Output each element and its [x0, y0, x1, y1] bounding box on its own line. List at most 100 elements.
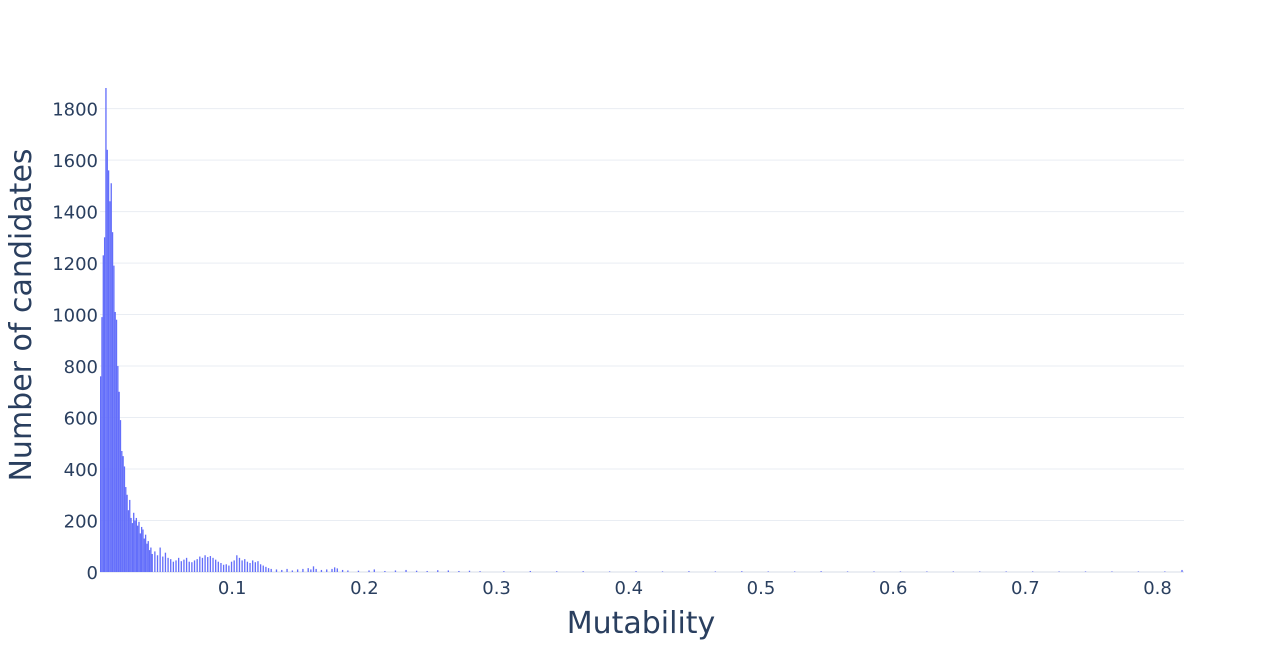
histogram-bar [196, 559, 198, 572]
x-tick-labels: 0.1 0.2 0.3 0.4 0.5 0.6 0.7 0.8 [218, 578, 1172, 599]
histogram-bar [714, 571, 717, 572]
histogram-bar [147, 541, 149, 572]
histogram-bar [137, 525, 139, 572]
histogram-bar [138, 521, 140, 572]
histogram-bar [333, 567, 336, 572]
histogram-bar [225, 564, 227, 572]
histogram-bar [140, 526, 143, 572]
x-tick-label: 0.5 [747, 578, 776, 599]
histogram-bar [1005, 571, 1007, 572]
histogram-bar [458, 570, 460, 572]
histogram-bar [199, 556, 201, 572]
histogram-bar [252, 560, 254, 572]
y-gridlines [100, 108, 1184, 573]
histogram-bar [262, 565, 264, 572]
histogram-bar [275, 569, 278, 572]
histogram-bar [148, 550, 151, 572]
histogram-bar [357, 570, 360, 572]
histogram-bar [130, 517, 132, 572]
histogram-bar [415, 570, 418, 572]
histogram-bar [126, 494, 128, 572]
histogram-bar [267, 568, 270, 572]
x-axis-title: Mutability [567, 606, 716, 641]
histogram-bar [257, 561, 259, 572]
histogram-bar [899, 571, 902, 572]
histogram-bars [100, 88, 1183, 573]
histogram-bar [281, 569, 283, 572]
histogram-bar [254, 562, 256, 572]
histogram-bar [175, 560, 177, 572]
histogram-bar [468, 570, 471, 572]
histogram-bar [217, 561, 219, 572]
histogram-bar [193, 560, 196, 572]
histogram-bar [180, 561, 182, 572]
histogram-bar [286, 568, 288, 572]
histogram-bar [154, 551, 156, 572]
histogram-bar [794, 571, 796, 572]
histogram-bar [133, 512, 135, 572]
histogram-bar [142, 529, 144, 572]
y-axis-title: Number of candidates [4, 148, 39, 481]
histogram-bar [437, 570, 439, 572]
y-tick-label: 200 [64, 512, 98, 533]
histogram-bar [183, 559, 185, 572]
histogram-bar [170, 559, 172, 572]
x-tick-label: 0.7 [1011, 578, 1040, 599]
histogram-bar [111, 232, 114, 572]
y-tick-label: 1400 [52, 203, 98, 224]
histogram-bar [661, 571, 664, 572]
histogram-bar [608, 571, 611, 572]
histogram-bar [150, 547, 152, 572]
y-tick-label: 1800 [52, 100, 98, 121]
histogram-bar [368, 570, 370, 572]
histogram-bar [846, 571, 849, 572]
histogram-bar [114, 311, 116, 572]
histogram-bar [230, 561, 233, 572]
histogram-bar [207, 557, 209, 572]
histogram-bar [244, 559, 246, 572]
histogram-bar [426, 570, 428, 572]
histogram-bar [741, 571, 743, 572]
histogram-bar [384, 570, 386, 572]
histogram-bar [164, 552, 167, 572]
histogram-bar [1058, 571, 1060, 572]
histogram-bar [635, 571, 637, 572]
histogram-bar [123, 466, 126, 572]
histogram-bar [1137, 571, 1140, 572]
histogram-bar [447, 570, 449, 572]
y-tick-label: 400 [64, 460, 98, 481]
histogram-bar [188, 561, 190, 572]
histogram-bar [820, 571, 822, 572]
histogram-bar [326, 569, 328, 572]
histogram-bar [405, 569, 407, 572]
histogram-bar [394, 570, 397, 572]
histogram-bar [146, 543, 148, 572]
histogram-bar [926, 571, 928, 572]
histogram-bar [236, 555, 238, 572]
histogram-bar [1164, 571, 1166, 572]
histogram-bar [212, 557, 214, 572]
x-tick-label: 0.3 [482, 578, 511, 599]
histogram-bar [479, 571, 481, 572]
y-tick-label: 800 [64, 357, 98, 378]
histogram-bar [113, 265, 115, 572]
histogram-bar [241, 560, 243, 572]
y-tick-label: 0 [87, 563, 98, 584]
histogram-bar [156, 555, 159, 572]
histogram-bar [270, 568, 272, 572]
x-tick-label: 0.4 [614, 578, 643, 599]
histogram-bar [107, 170, 110, 572]
histogram-bar [302, 568, 304, 572]
histogram-bar [688, 571, 690, 572]
histogram-bar [177, 557, 180, 572]
histogram-bar [291, 570, 294, 572]
histogram-bar [331, 568, 333, 572]
histogram-bar [307, 568, 309, 572]
histogram-bar [118, 391, 120, 572]
histogram-bar [979, 571, 981, 572]
histogram-bar [201, 557, 204, 572]
histogram-bar [167, 557, 169, 572]
histogram-bar [185, 557, 188, 572]
histogram-bar [135, 517, 138, 572]
histogram-bar [159, 547, 161, 572]
